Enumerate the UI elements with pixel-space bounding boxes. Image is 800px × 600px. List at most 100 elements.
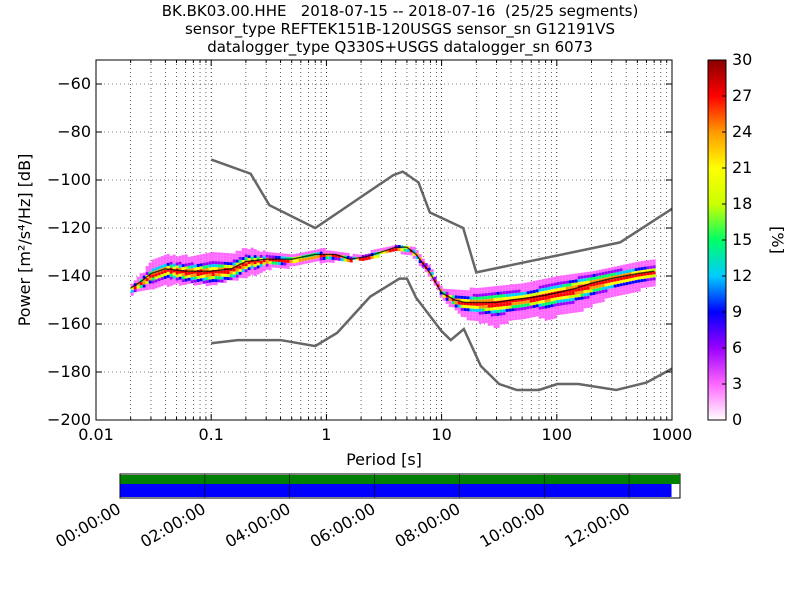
psd-cell (616, 265, 620, 269)
psd-cell (556, 285, 560, 289)
psd-cell (466, 290, 470, 294)
psd-cell (370, 256, 374, 260)
psd-cell (634, 262, 638, 266)
psd-cell (559, 278, 563, 282)
psd-cell (517, 307, 521, 311)
psd-cell (256, 256, 260, 260)
psd-cell (634, 271, 638, 275)
psd-cell (427, 264, 431, 268)
psd-cell (538, 309, 542, 313)
psd-cell (604, 271, 608, 275)
psd-cell (187, 265, 191, 269)
psd-cell (517, 292, 521, 296)
psd-cell (319, 254, 323, 258)
colorbar-tick-label: 15 (732, 230, 752, 249)
psd-cell (538, 306, 542, 310)
psd-cell (295, 253, 299, 257)
psd-cell (610, 291, 614, 295)
psd-cell (451, 301, 455, 305)
psd-cell (577, 297, 581, 301)
psd-cell (250, 262, 254, 266)
psd-cell (187, 259, 191, 263)
psd-cell (493, 316, 497, 320)
psd-cell (214, 264, 218, 268)
psd-cell (469, 296, 473, 300)
psd-cell (625, 273, 629, 277)
psd-cell (328, 256, 332, 260)
psd-cell (574, 309, 578, 313)
psd-cell (190, 262, 194, 266)
psd-cell (589, 289, 593, 293)
psd-cell (535, 286, 539, 290)
psd-cell (544, 311, 548, 315)
psd-cell (616, 286, 620, 290)
psd-cell (217, 264, 221, 268)
x-axis-label: Period [s] (346, 450, 422, 469)
psd-cell (211, 261, 215, 265)
psd-cell (250, 265, 254, 269)
psd-cell (529, 314, 533, 318)
psd-cell (424, 263, 428, 267)
psd-cell (178, 261, 182, 265)
psd-cell (538, 300, 542, 304)
psd-cell (271, 255, 275, 259)
psd-cell (145, 266, 149, 270)
psd-cell (553, 306, 557, 310)
psd-cell (265, 266, 269, 270)
psd-cell (520, 310, 524, 314)
psd-cell (598, 293, 602, 297)
psd-cell (193, 258, 197, 262)
psd-cell (589, 271, 593, 275)
psd-cell (616, 268, 620, 272)
psd-cell (514, 313, 518, 317)
psd-cell (442, 294, 446, 298)
psd-cell (553, 279, 557, 283)
psd-cell (280, 262, 284, 266)
psd-cell (247, 258, 251, 262)
psd-cell (337, 251, 341, 255)
colorbar-tick-label: 0 (732, 410, 742, 429)
psd-cell (133, 289, 137, 293)
psd-cell (271, 261, 275, 265)
psd-cell (604, 268, 608, 272)
psd-cell (448, 289, 452, 293)
psd-cell (640, 282, 644, 286)
psd-cell (163, 270, 167, 274)
psd-cell (373, 255, 377, 259)
psd-cell (487, 310, 491, 314)
psd-cell (193, 255, 197, 259)
psd-cell (232, 262, 236, 266)
psd-cell (172, 263, 176, 267)
psd-cell (163, 279, 167, 283)
psd-cell (523, 306, 527, 310)
psd-cell (523, 288, 527, 292)
psd-cell (466, 311, 470, 315)
psd-cell (280, 256, 284, 260)
psd-cell (451, 304, 455, 308)
psd-cell (601, 275, 605, 279)
y-tick-label: −120 (47, 218, 91, 237)
psd-cell (199, 260, 203, 264)
psd-cell (595, 279, 599, 283)
psd-cell (604, 289, 608, 293)
psd-cell (625, 270, 629, 274)
psd-cell (514, 283, 518, 287)
psd-cell (505, 320, 509, 324)
psd-cell (586, 304, 590, 308)
psd-cell (193, 276, 197, 280)
psd-cell (199, 281, 203, 285)
psd-cell (514, 310, 518, 314)
psd-cell (202, 253, 206, 257)
psd-cell (460, 289, 464, 293)
psd-cell (565, 283, 569, 287)
psd-cell (502, 303, 506, 307)
y-tick-label: −180 (47, 362, 91, 381)
psd-cell (382, 250, 386, 254)
psd-cell (175, 271, 179, 275)
psd-cell (301, 258, 305, 262)
psd-cell (523, 285, 527, 289)
psd-cell (484, 290, 488, 294)
psd-cell (241, 254, 245, 258)
psd-cell (526, 309, 530, 313)
psd-cell (226, 274, 230, 278)
